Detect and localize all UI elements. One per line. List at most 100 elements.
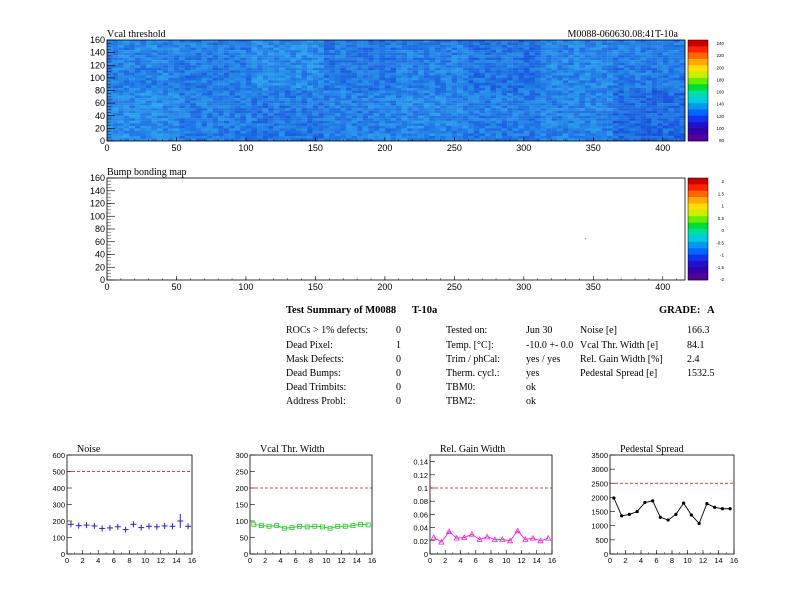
map1-cell [623,118,630,121]
map1-cell [546,57,552,61]
map1-cell [646,47,652,51]
map1-cell [379,47,386,51]
map1-cell [229,75,235,79]
map1-cell [562,128,569,132]
map1-cell [201,93,208,96]
map1-cell [662,90,669,94]
map1-cell [679,98,686,101]
map1-cell [357,40,363,43]
map1-cell [318,125,324,129]
map1-cell [401,133,408,137]
map1-cell [140,87,147,91]
map1-cell [440,115,447,119]
map1-cell [562,72,569,76]
map1-cell [123,65,130,68]
map1-cell [368,130,374,134]
map1-cell [157,65,163,68]
map1-cell [579,80,586,84]
map1-cell [618,103,625,106]
map1-cell [573,87,580,91]
map1-cell [257,110,263,114]
map1-cell [351,108,358,111]
map1-cell [440,110,447,114]
map1-cell [573,85,580,89]
map1-cell [107,90,113,94]
map1-cell [401,55,408,58]
map1-cell [368,77,374,81]
map1-cell [451,130,458,134]
map1-cell [473,55,480,58]
map1-cell [401,120,408,124]
map1-cell [362,75,369,79]
map1-cell [212,123,219,126]
map1-cell [223,130,230,134]
map1-cell [279,82,285,86]
map1-cell [140,57,147,61]
map1-cell [496,123,502,126]
map1-cell [262,90,269,94]
map1-cell [412,90,419,94]
map1-cell [284,108,291,111]
map1-cell [373,40,380,43]
map1-cell [268,57,274,61]
map1-cell [179,82,185,86]
map1-cell [340,87,347,91]
map1-cell [634,52,641,56]
map1-cell [118,67,124,71]
map1-cell [507,65,513,68]
map1-cell [462,125,469,129]
map1-cell [268,80,274,84]
map1-cell [490,65,497,68]
map1-cell [496,47,502,51]
map1-cell [484,85,491,89]
map1-cell [184,65,191,68]
map1-cell [234,60,241,63]
map1-cell [512,65,519,68]
map1-cell [301,42,308,46]
map1-cell [473,57,480,61]
map1-cell [468,105,474,109]
map1-cell [523,125,530,129]
map1-cell [640,47,647,51]
map1-cell [157,108,163,111]
map1-cell [634,75,641,79]
map1-cell [446,110,452,114]
map1-cell [623,93,630,96]
map1-cell [462,55,469,58]
map1-cell [295,95,302,99]
map1-cell [457,80,463,84]
map1-cell [368,108,374,111]
map1-cell [401,118,408,121]
map1-cell [245,103,252,106]
map1-cell [390,100,397,104]
map1-cell [134,87,141,91]
map1-cell [540,87,547,91]
map1-cell [257,120,263,124]
map1-cell [340,67,347,71]
map1-cell [673,70,680,73]
map1-cell [384,110,391,114]
map1-cell [195,62,202,66]
map1-cell [257,70,263,73]
map1-cell [279,42,285,46]
map1-cell [207,77,213,81]
map1-cell [501,75,508,79]
map1-cell [301,90,308,94]
map1-cell [368,70,374,73]
map1-cell [329,118,336,121]
map1-cell [612,120,619,124]
map1-cell [201,87,208,91]
map1-cell [123,98,130,101]
map1-cell [396,50,402,53]
map1-cell [629,118,636,121]
map1-cell [307,110,313,114]
map1-cell [345,77,352,81]
map1-cell [512,40,519,43]
map1-cell [307,120,313,124]
map1-cell [251,45,258,48]
map1-cell [218,133,224,137]
map1-cell [345,115,352,119]
map1-cell [279,128,285,132]
map1-cell [323,128,330,132]
map1-cell [440,103,447,106]
